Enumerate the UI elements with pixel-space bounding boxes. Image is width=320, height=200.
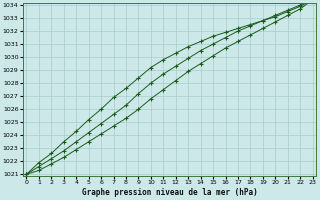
X-axis label: Graphe pression niveau de la mer (hPa): Graphe pression niveau de la mer (hPa) [82,188,257,197]
